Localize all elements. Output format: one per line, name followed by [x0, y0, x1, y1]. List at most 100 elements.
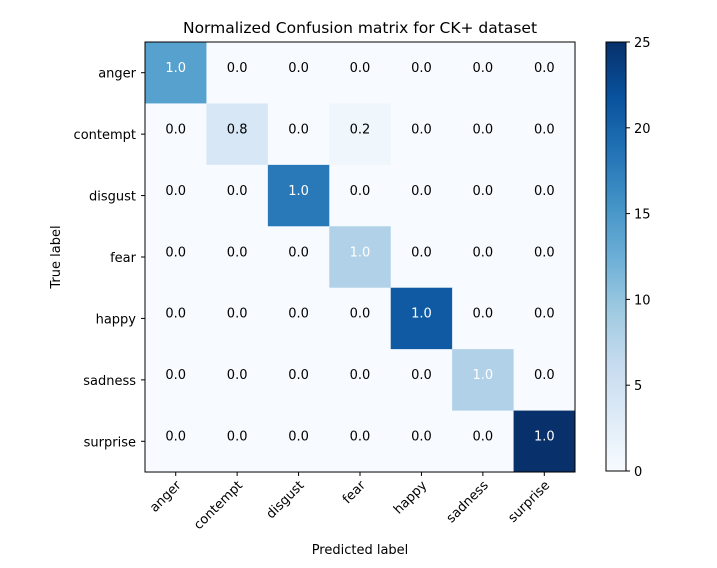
heatmap-cell [513, 410, 576, 473]
cell-value-label: 0.0 [473, 245, 494, 260]
cell-value-label: 0.0 [288, 430, 309, 445]
heatmap-cell [267, 287, 330, 350]
heatmap-cell [329, 42, 392, 104]
heatmap-cell [145, 287, 207, 350]
colorbar-tick-label: 10 [634, 293, 651, 308]
cell-value-label: 0.0 [411, 430, 432, 445]
heatmap-cell [513, 42, 576, 104]
cell-value-label: 0.0 [165, 307, 186, 322]
heatmap-cell [267, 410, 330, 473]
x-axis-ticks: anger contempt disgust fear happy sadness surp… [147, 472, 553, 533]
colorbar-tick-label: 5 [634, 379, 642, 394]
heatmap-cell [329, 226, 392, 289]
cell-value-label: 0.0 [227, 61, 248, 76]
heatmap-cell [145, 349, 207, 412]
cell-value-label: 0.0 [534, 307, 555, 322]
cell-value-label: 0.0 [288, 368, 309, 383]
cell-value-label: 1.0 [534, 430, 555, 445]
cell-value-label: 0.0 [473, 430, 494, 445]
heatmap-cell [390, 42, 453, 104]
cell-value-label: 0.0 [534, 61, 555, 76]
heatmap-cell [452, 103, 515, 166]
heatmap-cell [206, 103, 269, 166]
cell-value-label: 0.0 [227, 368, 248, 383]
chart-title: Normalized Confusion matrix for CK+ data… [183, 19, 537, 37]
colorbar: 0 5 10 15 20 25 [605, 36, 651, 480]
heatmap-cell [206, 287, 269, 350]
heatmap-cell [390, 410, 453, 473]
x-tick-label: fear [340, 478, 369, 507]
cell-value-label: 0.0 [227, 430, 248, 445]
cell-value-label: 0.0 [411, 184, 432, 199]
heatmap-cell [390, 226, 453, 289]
heatmap-cell [145, 164, 207, 227]
heatmap-cell [206, 349, 269, 412]
cell-value-label: 0.0 [473, 122, 494, 137]
heatmap-cell [206, 410, 269, 473]
cell-value-label: 0.0 [534, 368, 555, 383]
colorbar-tick-label: 20 [634, 122, 651, 137]
y-tick-label: surprise [84, 435, 136, 450]
heatmap-cell [513, 287, 576, 350]
heatmap-cell [267, 349, 330, 412]
cell-value-label: 0.0 [350, 368, 371, 383]
cell-value-label: 0.0 [411, 122, 432, 137]
cell-value-label: 0.0 [227, 307, 248, 322]
x-tick-label: happy [391, 478, 430, 517]
heatmap-cell [145, 410, 207, 473]
cell-value-label: 0.0 [534, 184, 555, 199]
y-tick-label: disgust [89, 190, 136, 205]
cell-value-label: 0.0 [165, 245, 186, 260]
cell-value-label: 0.0 [350, 184, 371, 199]
heatmap-cells: 1.0 0.0 0.0 0.0 0.0 0.0 0.0 0.0 0.8 0.0 0.2 0.0 0.0 0… [145, 42, 576, 473]
cell-value-label: 0.0 [473, 307, 494, 322]
heatmap-cell [267, 226, 330, 289]
cell-value-label: 0.0 [288, 245, 309, 260]
heatmap-cell [329, 287, 392, 350]
cell-value-label: 0.0 [165, 368, 186, 383]
heatmap-cell [390, 103, 453, 166]
heatmap-cell [390, 287, 453, 350]
cell-value-label: 0.0 [411, 245, 432, 260]
x-axis-label: Predicted label [312, 543, 409, 558]
x-tick-label: disgust [264, 478, 308, 522]
cell-value-label: 0.8 [227, 122, 248, 137]
heatmap-cell [390, 349, 453, 412]
y-tick-label: sadness [83, 374, 136, 389]
y-tick-label: happy [96, 312, 137, 327]
heatmap-cell [145, 226, 207, 289]
cell-value-label: 0.0 [534, 245, 555, 260]
heatmap-cell [145, 42, 207, 104]
heatmap-cell [206, 226, 269, 289]
y-tick-label: anger [98, 67, 136, 82]
cell-value-label: 1.0 [288, 184, 309, 199]
cell-value-label: 1.0 [350, 245, 371, 260]
heatmap-cell [452, 349, 515, 412]
cell-value-label: 1.0 [165, 61, 186, 76]
cell-value-label: 0.0 [350, 307, 371, 322]
cell-value-label: 0.0 [473, 184, 494, 199]
cell-value-label: 0.0 [165, 184, 186, 199]
heatmap-cell [267, 164, 330, 227]
heatmap-cell [513, 226, 576, 289]
y-tick-label: contempt [74, 128, 136, 143]
colorbar-tick-label: 25 [634, 36, 651, 51]
x-tick-label: sadness [444, 478, 492, 526]
cell-value-label: 0.0 [473, 61, 494, 76]
heatmap-cell [329, 164, 392, 227]
heatmap-cell [452, 42, 515, 104]
cell-value-label: 0.0 [411, 61, 432, 76]
cell-value-label: 0.2 [350, 122, 371, 137]
heatmap-cell [513, 103, 576, 166]
cell-value-label: 1.0 [473, 368, 494, 383]
cell-value-label: 0.0 [350, 430, 371, 445]
heatmap-cell [513, 349, 576, 412]
colorbar-tick-label: 0 [634, 465, 642, 480]
cell-value-label: 0.0 [411, 368, 432, 383]
heatmap-cell [329, 349, 392, 412]
x-tick-label: surprise [506, 478, 554, 526]
cell-value-label: 0.0 [534, 122, 555, 137]
heatmap-cell [329, 103, 392, 166]
y-axis-ticks: anger contempt disgust fear happy sadness surp… [74, 67, 145, 450]
